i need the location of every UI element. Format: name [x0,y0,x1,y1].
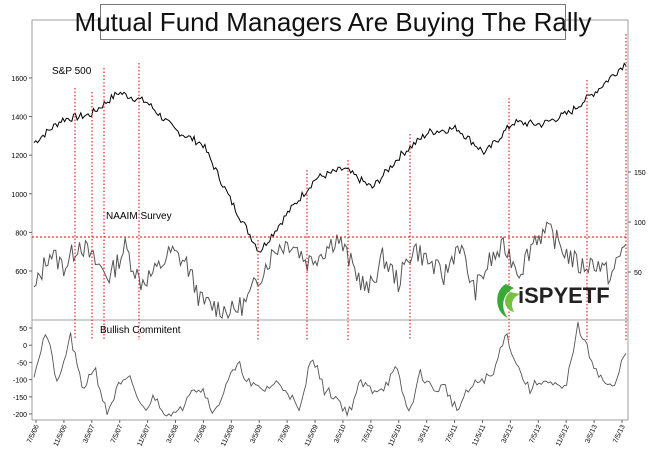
naaim-line [33,221,627,320]
x-tick-label: 11/5/09 [304,424,320,448]
spx-tick-label: 1000 [11,192,27,199]
x-tick-label: 7/5/06 [26,424,41,445]
naaim-tick-label: 50 [634,270,642,277]
x-tick-label: 11/5/08 [220,424,236,448]
x-tick-label: 7/5/13 [612,424,627,445]
spx-tick-label: 1200 [11,153,27,160]
bullish-tick-label: 0 [23,343,27,350]
bullish-line [33,321,627,418]
spx-series-label: S&P 500 [52,66,92,77]
bullish-tick-label: -50 [17,360,27,367]
spx-tick-label: 1400 [11,115,27,122]
x-tick-label: 3/5/08 [166,424,181,445]
green-swirl-logo-icon [497,284,520,318]
x-tick-label: 7/5/08 [194,424,209,445]
spx-line [33,62,627,253]
bullish-tick-label: -100 [13,378,27,385]
x-tick-label: 3/5/12 [501,424,516,445]
x-tick-label: 3/5/11 [417,424,431,444]
logo-wordmark: iSPYETF [518,283,610,308]
x-tick-label: 11/5/12 [555,424,571,448]
naaim-tick-label: 150 [634,170,646,177]
bullish-tick-label: -150 [13,395,27,402]
bullish-series-label: Bullish Commitent [100,325,181,336]
naaim-tick-label: 100 [634,220,646,227]
x-tick-label: 7/5/10 [361,424,376,445]
x-tick-label: 7/5/07 [110,424,125,445]
x-tick-label: 11/5/06 [53,424,69,448]
bullish-tick-label: -200 [13,412,27,419]
naaim-series-label: NAAIM Survey [106,211,172,222]
x-tick-label: 3/5/13 [584,424,599,445]
x-tick-label: 11/5/10 [388,424,404,448]
x-tick-label: 7/5/11 [445,424,459,444]
spx-tick-label: 800 [15,230,27,237]
x-tick-label: 3/5/09 [249,424,264,445]
x-tick-label: 11/5/07 [136,424,152,448]
bullish-tick-label: 50 [19,326,27,333]
x-tick-label: 3/5/07 [82,424,97,445]
x-tick-label: 3/5/10 [333,424,348,445]
x-tick-label: 11/5/11 [472,424,488,447]
chart-title: Mutual Fund Managers Are Buying The Rall… [75,4,591,40]
x-tick-label: 7/5/09 [277,424,292,445]
spx-tick-label: 1600 [11,76,27,83]
x-tick-label: 7/5/12 [529,424,544,445]
spx-tick-label: 600 [15,269,27,276]
